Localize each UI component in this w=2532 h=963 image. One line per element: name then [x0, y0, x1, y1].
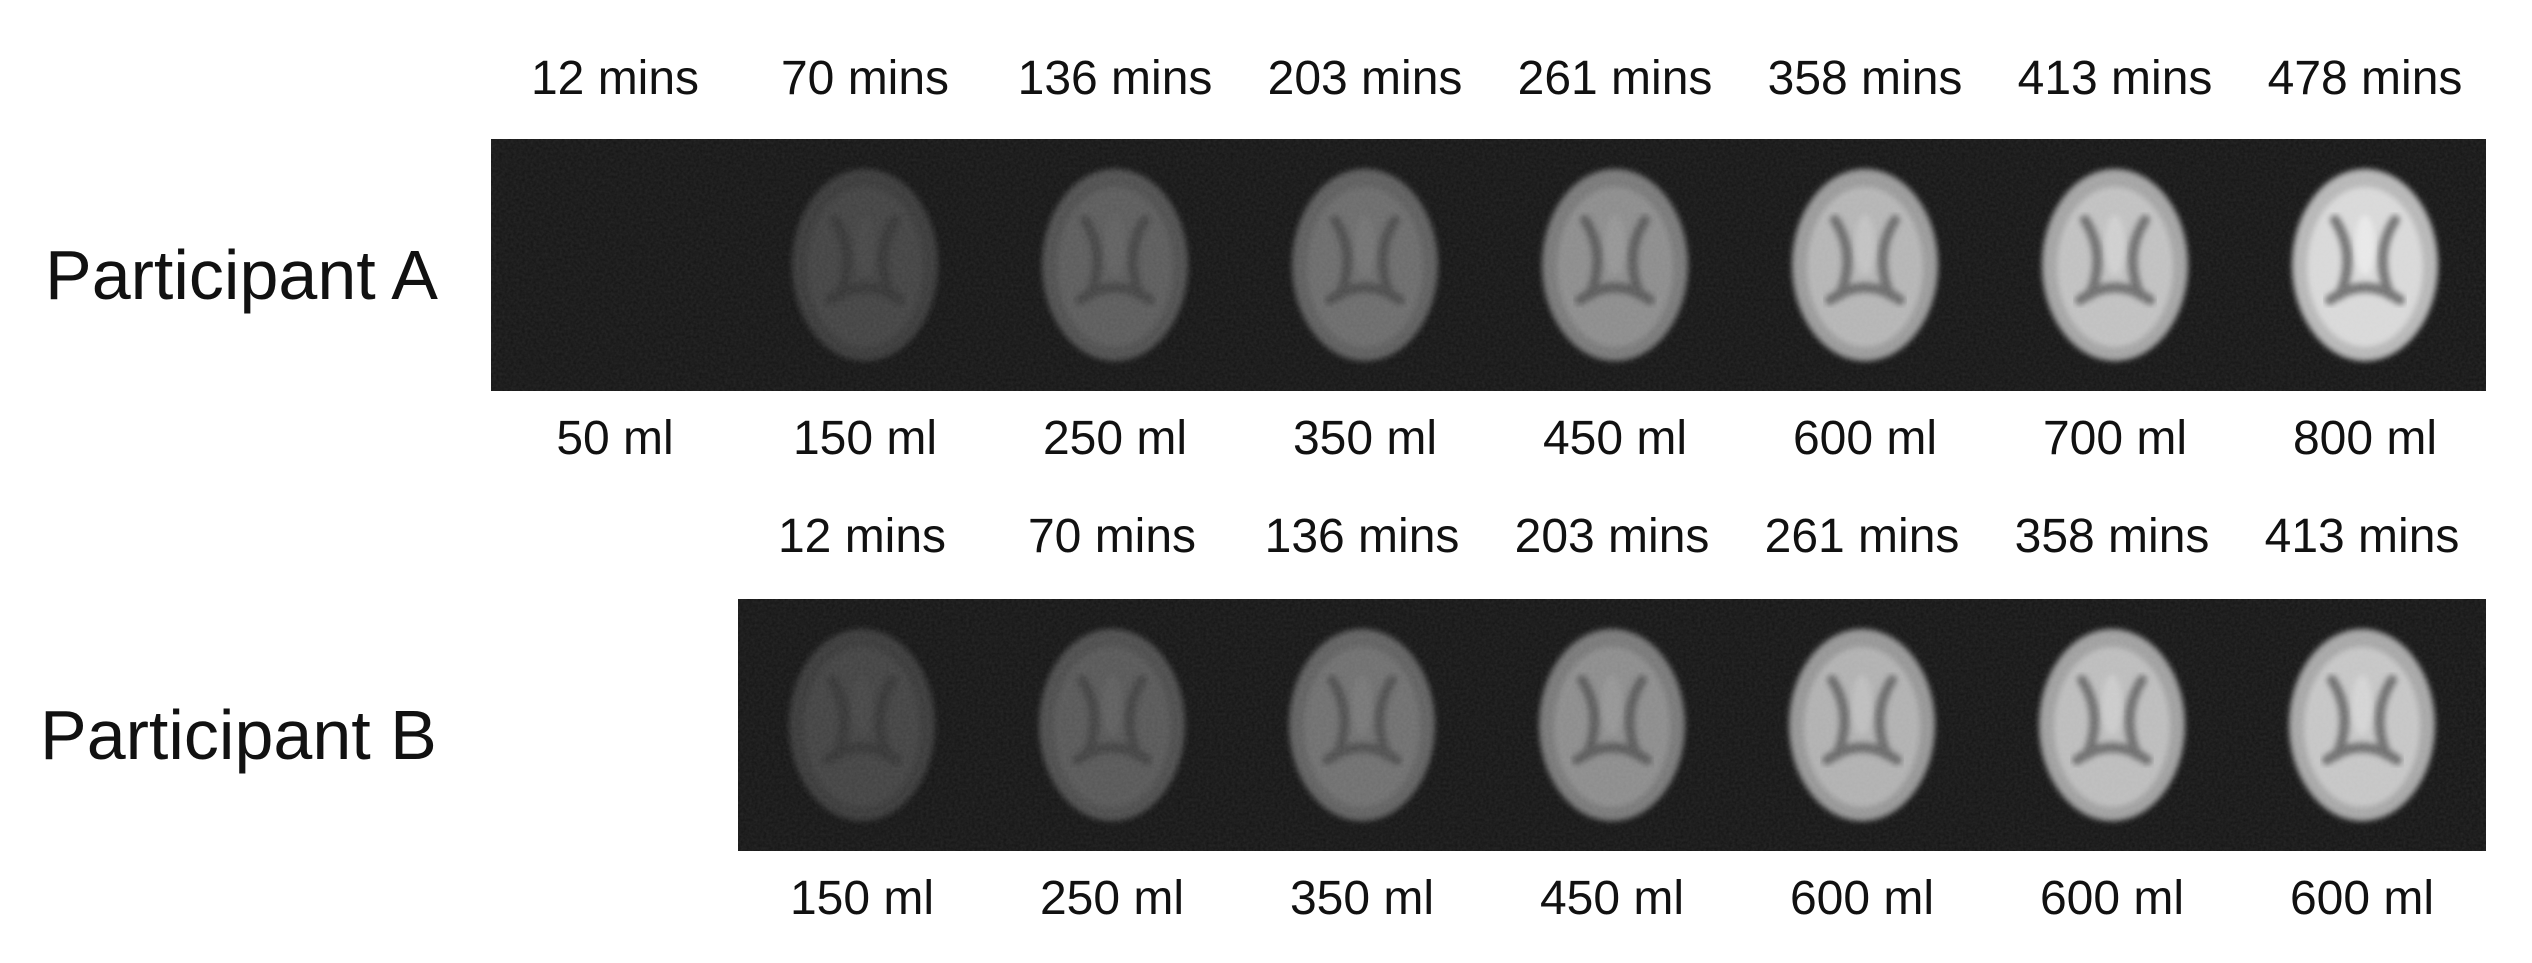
scan-time-label: 478 mins — [2267, 52, 2463, 105]
participant-b-scan-strip — [738, 599, 2486, 851]
scan-volume-label: 450 ml — [1539, 872, 1685, 925]
scan-volume-label: 450 ml — [1542, 412, 1688, 465]
participant-b-label: Participant B — [40, 696, 437, 774]
scan-time-label: 12 mins — [530, 52, 700, 105]
scan-volume-label: 150 ml — [792, 412, 938, 465]
scan-volume-label: 600 ml — [2039, 872, 2185, 925]
scan-noise — [738, 599, 2486, 851]
participant-a-label: Participant A — [45, 236, 438, 314]
scan-time-label: 358 mins — [1767, 52, 1963, 105]
scan-volume-label: 350 ml — [1292, 412, 1438, 465]
scan-time-label: 203 mins — [1514, 510, 1710, 563]
scan-time-label: 413 mins — [2264, 510, 2460, 563]
participant-a-scan-strip — [491, 139, 2486, 391]
scan-time-label: 413 mins — [2017, 52, 2213, 105]
scan-volume-label: 350 ml — [1289, 872, 1435, 925]
scan-noise — [491, 139, 2486, 391]
scan-time-label: 136 mins — [1017, 52, 1213, 105]
scan-time-label: 261 mins — [1764, 510, 1960, 563]
scan-time-label: 261 mins — [1517, 52, 1713, 105]
scan-volume-label: 600 ml — [1789, 872, 1935, 925]
scan-time-label: 70 mins — [780, 52, 950, 105]
scan-time-label: 12 mins — [777, 510, 947, 563]
scan-volume-label: 250 ml — [1039, 872, 1185, 925]
scan-time-label: 203 mins — [1267, 52, 1463, 105]
scan-volume-label: 600 ml — [2289, 872, 2435, 925]
scan-time-label: 70 mins — [1027, 510, 1197, 563]
scan-time-label: 358 mins — [2014, 510, 2210, 563]
scan-volume-label: 150 ml — [789, 872, 935, 925]
scan-time-label: 136 mins — [1264, 510, 1460, 563]
scan-volume-label: 800 ml — [2292, 412, 2438, 465]
scan-volume-label: 600 ml — [1792, 412, 1938, 465]
scan-volume-label: 50 ml — [556, 412, 674, 465]
participant-b-scans — [738, 599, 2486, 851]
participant-a-scans — [491, 139, 2486, 391]
scan-volume-label: 700 ml — [2042, 412, 2188, 465]
scan-volume-label: 250 ml — [1042, 412, 1188, 465]
